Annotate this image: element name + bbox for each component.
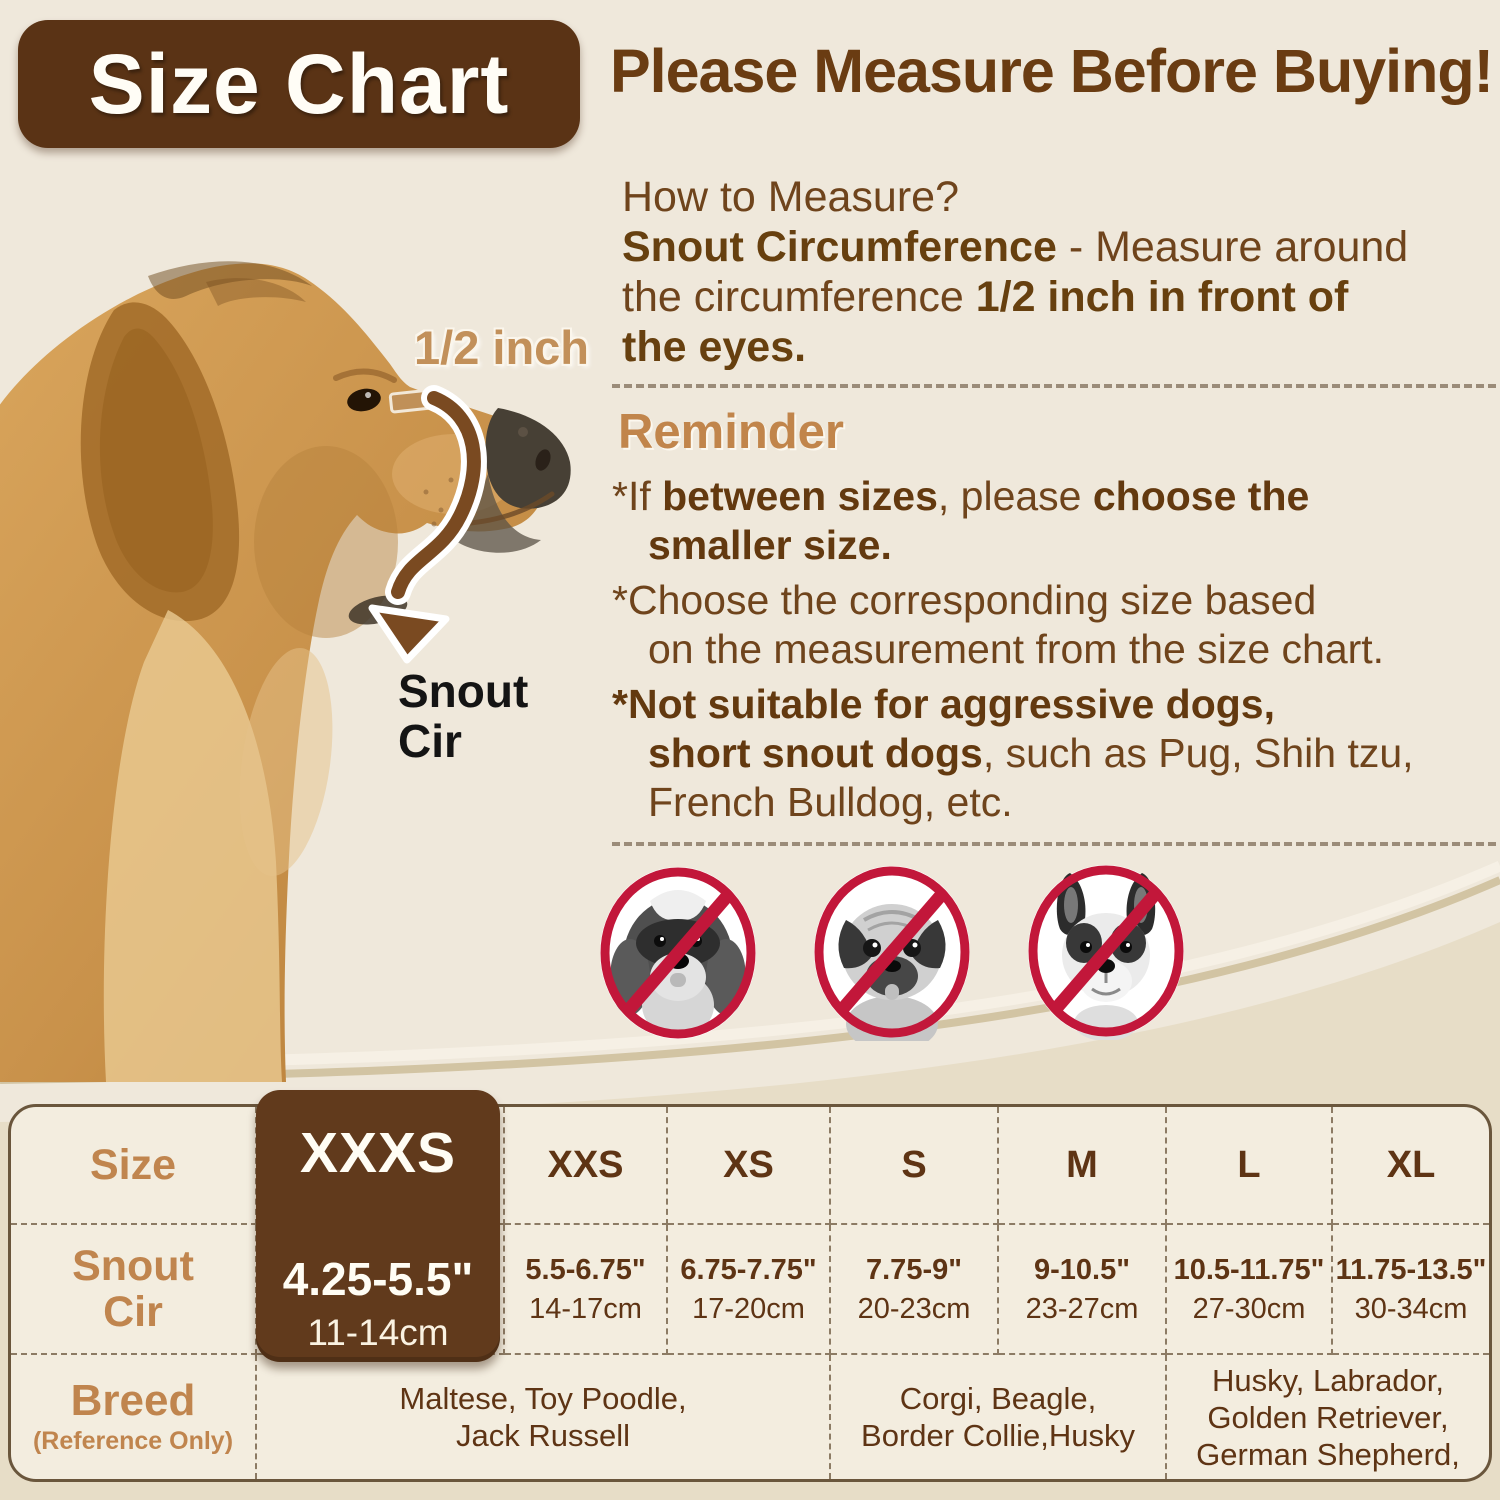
size-chart-badge-label: Size Chart xyxy=(88,36,510,131)
size-chart-badge: Size Chart xyxy=(18,20,580,148)
no-pug-image xyxy=(814,866,970,1041)
size-table-header-xxs: XXS xyxy=(505,1107,668,1225)
breed-row-label: Breed (Reference Only) xyxy=(11,1355,257,1479)
highlighted-size-xxxs: XXXS 4.25-5.5" 11-14cm xyxy=(256,1090,500,1362)
snout-xxs: 5.5-6.75" 14-17cm xyxy=(505,1225,668,1355)
half-inch-label: 1/2 inch xyxy=(414,321,590,374)
how-to-measure-title: How to Measure? xyxy=(622,173,959,221)
highlighted-size-label: XXXS xyxy=(299,1121,457,1185)
dashed-divider-bottom xyxy=(612,842,1496,846)
size-table-header-s: S xyxy=(831,1107,999,1225)
size-table-header-l: L xyxy=(1167,1107,1333,1225)
dashed-divider-top xyxy=(612,384,1496,388)
how-to-measure-text: Snout Circumference - Measure around the … xyxy=(622,223,1409,371)
highlighted-size-inch: 4.25-5.5" xyxy=(282,1253,474,1305)
breed-group-medium: Corgi, Beagle, Border Collie,Husky xyxy=(831,1355,1167,1479)
snout-xl: 11.75-13.5" 30-34cm xyxy=(1333,1225,1489,1355)
how-to-measure-block: How to Measure? Snout Circumference - Me… xyxy=(622,172,1500,372)
size-table-header-size: Size xyxy=(11,1107,257,1225)
reminder-item-1: *If between sizes, please choose the smal… xyxy=(612,473,1310,568)
size-table-header-xs: XS xyxy=(668,1107,831,1225)
snout-l: 10.5-11.75" 27-30cm xyxy=(1167,1225,1333,1355)
no-shih-tzu-image xyxy=(600,867,756,1039)
breed-group-small: Maltese, Toy Poodle, Jack Russell xyxy=(257,1355,831,1479)
headline: Please Measure Before Buying! xyxy=(610,37,1494,105)
highlighted-size-cm: 11-14cm xyxy=(307,1312,449,1353)
snout-row-label: Snout Cir xyxy=(11,1225,257,1355)
reminder-list: *If between sizes, please choose the smal… xyxy=(612,472,1500,833)
breed-group-large: Husky, Labrador, Golden Retriever, Germa… xyxy=(1196,1362,1460,1472)
size-table-header-m: M xyxy=(999,1107,1167,1225)
reminder-item-3: *Not suitable for aggressive dogs, short … xyxy=(612,681,1414,825)
reminder-item-2: *Choose the corresponding size based on t… xyxy=(612,577,1385,672)
dog-photo-illustration xyxy=(0,261,571,1082)
snout-m: 9-10.5" 23-27cm xyxy=(999,1225,1167,1355)
snout-s: 7.75-9" 20-23cm xyxy=(831,1225,999,1355)
size-table-header-xl: XL xyxy=(1333,1107,1489,1225)
measure-arrow-icon xyxy=(368,385,487,664)
snout-cir-label: Snout Cir xyxy=(398,665,529,767)
no-french-bulldog-image xyxy=(1028,865,1184,1040)
snout-xs: 6.75-7.75" 17-20cm xyxy=(668,1225,831,1355)
size-table: Size XXS XS S M L XL Snout Cir 5.5-6.75"… xyxy=(8,1104,1492,1482)
reminder-title: Reminder xyxy=(618,405,845,459)
